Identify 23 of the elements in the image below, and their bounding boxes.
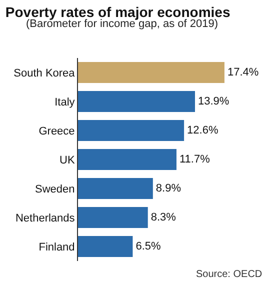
bar (78, 236, 133, 257)
bar (78, 178, 153, 199)
bar (78, 149, 176, 170)
data-label: 8.3% (150, 212, 176, 224)
bar (78, 120, 184, 141)
y-tick-label: Greece (38, 125, 75, 138)
y-tick-label: UK (60, 154, 76, 166)
bar (78, 91, 195, 112)
bar (78, 62, 224, 83)
y-tick-label: Sweden (35, 183, 75, 196)
y-tick-label: Finland (38, 241, 75, 254)
y-tick-label: Netherlands (15, 212, 76, 224)
bar (78, 207, 148, 228)
data-label: 6.5% (136, 240, 161, 252)
y-tick-label: Italy (54, 96, 76, 108)
y-tick-label: South Korea (14, 67, 76, 80)
data-label: 8.9% (156, 182, 182, 194)
source-note: Source: OECD (196, 269, 262, 280)
data-label: 17.4% (227, 66, 259, 78)
data-label: 12.6% (187, 124, 218, 136)
data-label: 13.9% (198, 96, 230, 108)
chart-title: Poverty rates of major economies (5, 4, 230, 20)
data-label: 11.7% (179, 154, 210, 166)
